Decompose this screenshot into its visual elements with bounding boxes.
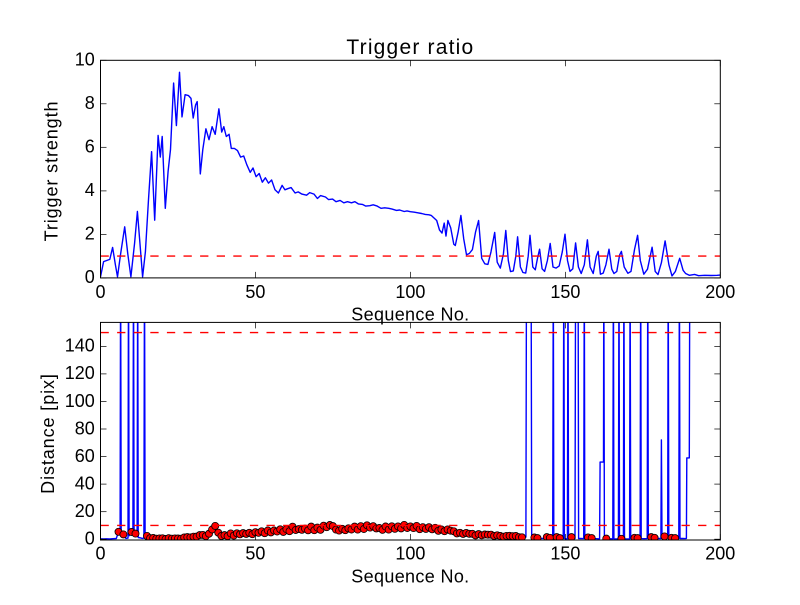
- svg-text:4: 4: [85, 180, 95, 200]
- svg-text:80: 80: [75, 418, 95, 438]
- svg-text:0: 0: [85, 529, 95, 549]
- svg-text:20: 20: [75, 501, 95, 521]
- svg-text:100: 100: [395, 282, 425, 302]
- svg-text:40: 40: [75, 473, 95, 493]
- svg-text:0: 0: [95, 544, 105, 564]
- svg-text:60: 60: [75, 446, 95, 466]
- svg-text:Trigger ratio: Trigger ratio: [346, 36, 474, 59]
- svg-text:6: 6: [85, 137, 95, 157]
- svg-text:150: 150: [550, 544, 580, 564]
- svg-text:100: 100: [395, 544, 425, 564]
- svg-text:50: 50: [245, 282, 265, 302]
- svg-text:140: 140: [65, 336, 95, 356]
- svg-text:Sequence No.: Sequence No.: [351, 567, 469, 587]
- svg-text:100: 100: [65, 391, 95, 411]
- svg-text:2: 2: [85, 224, 95, 244]
- svg-text:150: 150: [550, 282, 580, 302]
- svg-text:200: 200: [705, 544, 735, 564]
- svg-text:Trigger strength: Trigger strength: [41, 101, 61, 242]
- svg-text:Sequence No.: Sequence No.: [351, 304, 469, 324]
- svg-text:200: 200: [705, 282, 735, 302]
- svg-text:Distance [pix]: Distance [pix]: [38, 373, 58, 494]
- svg-text:8: 8: [85, 93, 95, 113]
- svg-text:50: 50: [245, 544, 265, 564]
- svg-text:0: 0: [85, 267, 95, 287]
- svg-text:10: 10: [75, 50, 95, 70]
- svg-text:120: 120: [65, 363, 95, 383]
- svg-text:0: 0: [95, 282, 105, 302]
